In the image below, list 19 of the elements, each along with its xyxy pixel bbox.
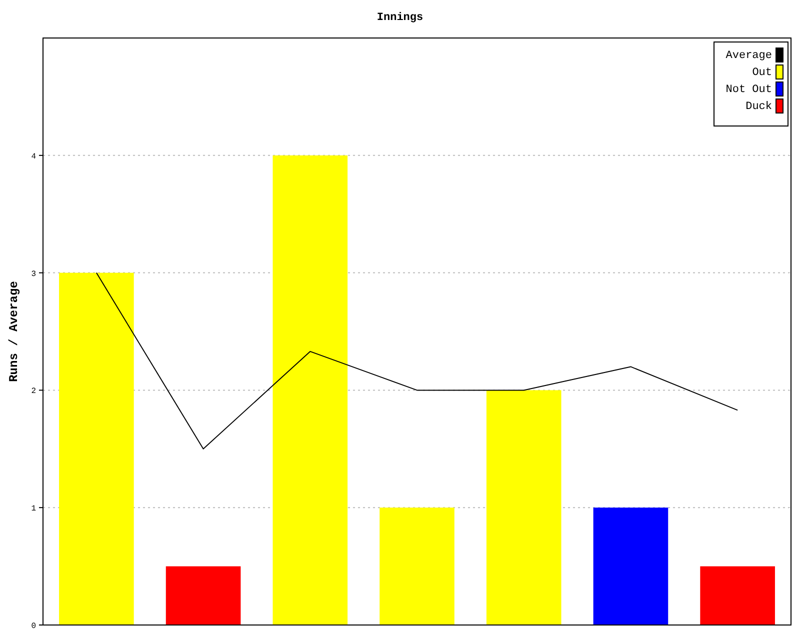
y-axis-title: Runs / Average bbox=[7, 281, 21, 382]
legend-label: Not Out bbox=[726, 84, 772, 96]
legend-label: Duck bbox=[746, 101, 772, 113]
y-tick-label: 0 bbox=[31, 622, 36, 631]
y-tick-label: 2 bbox=[31, 387, 36, 396]
y-tick-label: 1 bbox=[31, 504, 36, 514]
bar bbox=[700, 566, 775, 625]
bar bbox=[380, 508, 454, 625]
chart-title: Innings bbox=[376, 12, 424, 24]
y-tick-label: 4 bbox=[31, 152, 36, 162]
legend-label: Out bbox=[752, 67, 772, 79]
bar bbox=[272, 155, 348, 625]
bar bbox=[593, 508, 668, 625]
line-series bbox=[96, 272, 738, 450]
legend-label: Average bbox=[726, 50, 772, 62]
bar bbox=[166, 566, 241, 625]
y-tick-label: 3 bbox=[31, 270, 36, 279]
bar bbox=[59, 272, 134, 625]
bar bbox=[486, 390, 562, 625]
